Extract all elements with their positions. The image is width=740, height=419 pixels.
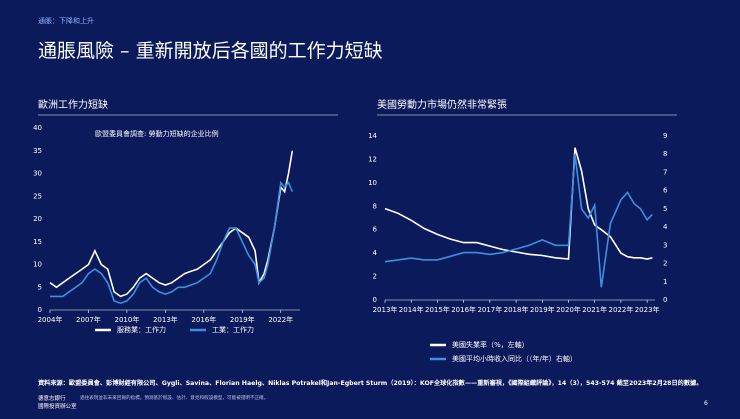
y-tick-label: 40 <box>33 124 42 132</box>
y2-tick-label: 2 <box>663 260 667 268</box>
x-tick-label: 2016年 <box>191 315 216 324</box>
y-tick-label: 4 <box>373 249 378 257</box>
series-line <box>49 150 294 298</box>
x-tick-label: 2014年 <box>399 305 424 314</box>
y2-tick-label: 4 <box>663 223 668 231</box>
disclaimer: 過往表現並非未來回報的指標。預測基於假設、估計、意見和假設模型，可能被證明不正確… <box>80 396 269 401</box>
x-tick-label: 2013年 <box>153 315 178 324</box>
y2-tick-label: 8 <box>663 150 667 158</box>
x-tick-label: 2016年 <box>451 305 476 314</box>
y-tick-label: 0 <box>38 306 42 314</box>
x-tick-label: 2018年 <box>504 305 529 314</box>
series-line <box>384 147 653 260</box>
chart-subtitle: 歐盟委員會調查: 勞動力短缺的企业比例 <box>95 129 219 138</box>
x-tick-label: 2007年 <box>76 315 101 324</box>
y-tick-label: 14 <box>368 132 377 140</box>
x-tick-label: 2017年 <box>477 305 502 314</box>
y2-tick-label: 1 <box>663 278 667 286</box>
y-tick-label: 35 <box>33 147 42 155</box>
y2-tick-label: 0 <box>663 296 667 304</box>
y-tick-label: 10 <box>33 261 42 269</box>
y-tick-label: 15 <box>33 238 42 246</box>
x-tick-label: 2021年 <box>582 305 607 314</box>
x-tick-label: 2023年 <box>635 305 660 314</box>
y-tick-label: 2 <box>373 273 377 281</box>
series-line <box>50 180 294 305</box>
legend-label: 美國失業率（%，左軸） <box>452 340 529 349</box>
chart-title: 歐洲工作力短缺 <box>38 98 108 111</box>
y-tick-label: 5 <box>38 283 42 291</box>
y-tick-label: 6 <box>373 226 378 234</box>
x-tick-label: 2013年 <box>373 305 398 314</box>
y-tick-label: 25 <box>33 192 42 200</box>
y-tick-label: 0 <box>373 296 377 304</box>
series-line <box>384 154 653 288</box>
brand: 德意志銀行 <box>38 396 66 402</box>
legend-label: 服務業：工作力 <box>117 325 166 334</box>
page-number: 6 <box>704 400 708 407</box>
x-tick-label: 2019年 <box>530 305 555 314</box>
source: 資料來源：歐盟委員會、彭博財經有限公司、Gygli、Savina、Florian… <box>38 380 703 387</box>
y-tick-label: 30 <box>33 170 42 178</box>
x-tick-label: 2022年 <box>609 305 634 314</box>
y-tick-label: 20 <box>33 215 42 223</box>
y2-tick-label: 7 <box>663 168 667 176</box>
x-tick-label: 2020年 <box>556 305 581 314</box>
legend-label: 工業：工作力 <box>212 325 254 334</box>
y2-tick-label: 5 <box>663 205 667 213</box>
brand: 國際投資辦公室 <box>38 404 77 410</box>
x-tick-label: 2022年 <box>268 315 293 324</box>
y2-tick-label: 6 <box>663 187 668 195</box>
y2-tick-label: 3 <box>663 241 667 249</box>
y2-tick-label: 9 <box>663 132 667 140</box>
chart-title: 美國勞動力市場仍然非常緊張 <box>377 98 507 111</box>
y-tick-label: 10 <box>368 179 377 187</box>
y-tick-label: 8 <box>373 202 377 210</box>
legend-label: 美國平均小時收入同比（（年/年）右軸） <box>452 354 577 363</box>
slide-title: 通脹風險 – 重新開放后各國的工作力短缺 <box>38 40 383 62</box>
x-tick-label: 2004年 <box>38 315 63 324</box>
y-tick-label: 12 <box>368 155 377 163</box>
x-tick-label: 2010年 <box>115 315 140 324</box>
x-tick-label: 2019年 <box>230 315 255 324</box>
x-tick-label: 2015年 <box>425 305 450 314</box>
kicker: 通脹：下降和上升 <box>38 17 94 25</box>
